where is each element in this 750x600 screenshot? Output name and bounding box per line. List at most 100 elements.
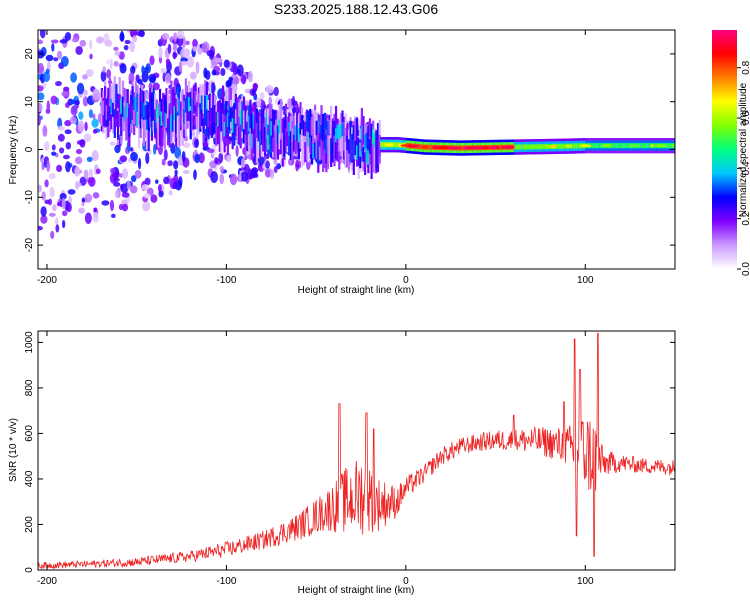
spectrogram-blob (76, 82, 85, 95)
spectrogram-ridge-cell (288, 126, 291, 155)
spectrogram-blob (96, 36, 104, 44)
spectrogram-blob (206, 49, 215, 57)
spectrogram-ridge-cell (352, 131, 355, 160)
spectrogram-ridge-cell (170, 116, 173, 131)
spectrogram-ridge-cell (204, 108, 207, 123)
spectrogram-ridge-cell (175, 104, 178, 133)
spectrogram-blob (61, 219, 66, 229)
spectrogram-ridge-cell (362, 115, 365, 145)
spectrogram-blob (104, 39, 113, 47)
spectrogram-ridge-cell (645, 143, 648, 149)
spectrogram-blob (46, 160, 51, 172)
spectrogram-ridge-cell (320, 125, 323, 140)
spectrogram-ridge-cell (333, 137, 336, 167)
spectrogram-ridge-cell (152, 87, 155, 117)
spectrogram-blob (88, 109, 94, 119)
spectrogram-ridge-cell (365, 132, 368, 162)
spectrogram-blob (95, 168, 101, 175)
spectrogram-blob (64, 31, 72, 41)
spectrogram-ridge-cell (278, 119, 281, 134)
spectrogram-blob (143, 193, 151, 199)
spectrogram-ridge-cell (155, 106, 158, 150)
spectrogram-ridge-cell (305, 109, 309, 153)
snr-y-tick-label: 0 (24, 567, 35, 573)
spectrogram-hotspot (500, 145, 515, 149)
spectrogram-blob (259, 91, 265, 101)
spectrogram-ridge-cell (362, 147, 365, 162)
spectrogram-blob (160, 67, 167, 75)
spectrogram-blob (44, 179, 49, 188)
spectrogram-ridge-cell (519, 144, 522, 150)
spectrogram-marks (38, 30, 675, 240)
spectrogram-ridge-cell (260, 130, 263, 145)
spectrogram-ridge-cell (622, 143, 625, 149)
spectrogram-ridge-cell (226, 112, 229, 128)
spectrogram-ridge-cell (320, 130, 323, 160)
spectrogram-ridge-cell (147, 115, 150, 130)
spectrogram-ridge-cell (346, 135, 349, 151)
spectrogram-blob (173, 32, 177, 42)
spectrogram-ridge-cell (120, 99, 123, 114)
spectrogram-blob (124, 39, 131, 45)
spectrogram-ridge-cell (104, 86, 107, 115)
spectrogram-blob (193, 169, 197, 180)
spectrogram-blob (38, 85, 44, 92)
spectrogram-blob (46, 100, 51, 113)
spectrogram-hotspot (479, 146, 490, 150)
spectrogram-blob (129, 147, 134, 152)
spectrogram-blob (232, 63, 238, 76)
spectrogram-ridge-cell (522, 144, 525, 150)
spectrogram-ridge-cell (281, 130, 284, 159)
spectrogram-ridge-cell (291, 127, 294, 142)
spectrogram-ridge-cell (575, 143, 578, 149)
spectrogram-ridge-cell (283, 127, 286, 157)
spectrogram-ridge-cell (396, 142, 399, 148)
spectrogram-ridge-cell (276, 111, 280, 126)
spectrogram-blob (102, 66, 106, 73)
snr-y-tick-label: 1000 (24, 331, 35, 354)
spectrogram-blob (161, 158, 166, 166)
spectrogram-ridge-cell (217, 112, 220, 127)
spectrogram-blob (55, 224, 60, 233)
spectrogram-ridge-cell (262, 108, 265, 124)
spectrogram-ridge-cell (267, 134, 270, 150)
spectrogram-blob (201, 41, 210, 53)
spectrogram-blob (119, 155, 128, 163)
spectrogram-ridge-cell (168, 111, 171, 141)
spectrogram-ridge-cell (205, 94, 208, 110)
spectrogram-ridge-cell (139, 87, 142, 117)
spectrogram-ridge-cell (215, 116, 218, 146)
spectrogram-ridge-cell (301, 124, 304, 168)
spectrogram-ridge-cell (246, 121, 249, 137)
spectrogram-blob (70, 105, 78, 116)
spectrogram-blob (229, 173, 238, 186)
spectrogram-blob (206, 148, 215, 153)
spectrogram-ridge-cell (125, 89, 128, 118)
spectrogram-ridge-cell (142, 102, 145, 118)
spectrogram-blob (82, 74, 88, 80)
spectrogram-ridge-cell (197, 93, 200, 108)
spectrogram-ridge-cell (380, 142, 383, 148)
spectrogram-blob (40, 215, 48, 224)
spectrogram-ridge-cell (171, 101, 175, 131)
spectrogram-ridge-cell (376, 123, 380, 152)
spectrogram-blob (176, 30, 185, 39)
snr-y-tick-label: 200 (24, 516, 35, 533)
spectrogram-ridge-cell (209, 120, 212, 136)
spectrogram-hotspot (489, 145, 498, 149)
spectrogram-y-tick-label: -20 (24, 237, 35, 252)
spectrogram-blob (51, 151, 57, 156)
spectrogram-ridge-cell (192, 85, 196, 114)
spectrogram-ridge-cell (619, 143, 622, 149)
spectrogram-ridge-cell (318, 118, 322, 133)
spectrogram-ridge-cell (136, 111, 139, 127)
spectrogram-ridge-cell (125, 110, 128, 126)
spectrogram-blob (71, 37, 79, 43)
spectrogram-ridge-cell (354, 140, 357, 156)
spectrogram-ridge-cell (302, 121, 305, 136)
spectrogram-ridge-cell (322, 141, 325, 156)
spectrogram-ridge-cell (154, 120, 157, 135)
spectrogram-ridge-cell (175, 98, 178, 113)
